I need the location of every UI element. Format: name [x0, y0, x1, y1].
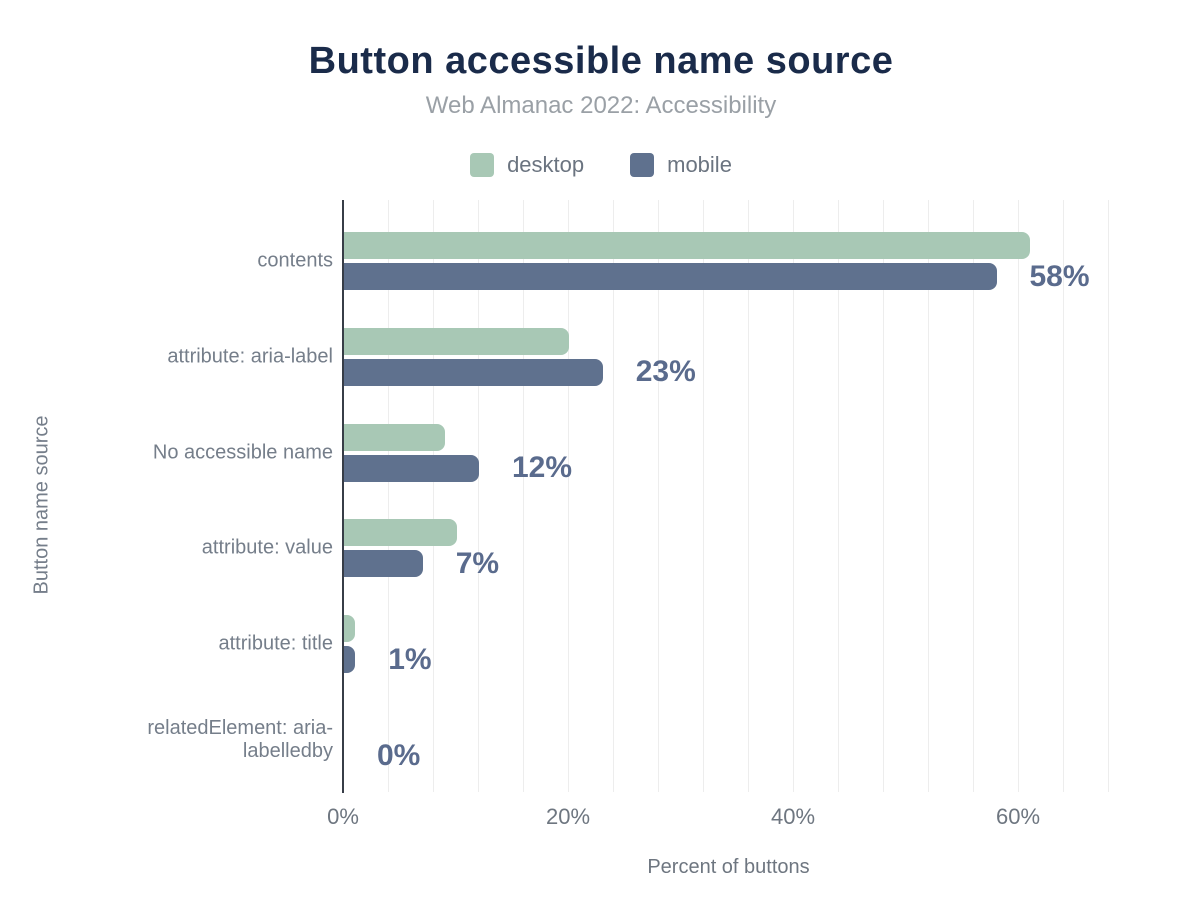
gridline: [1108, 200, 1109, 792]
bar-desktop: [344, 232, 1031, 259]
gridline: [928, 200, 929, 792]
bar-mobile: [344, 646, 356, 674]
bar-value-label: 0%: [377, 738, 421, 772]
category-label: contents: [257, 249, 333, 272]
gridline: [613, 200, 614, 792]
gridline: [568, 200, 569, 792]
bar-mobile: [344, 358, 603, 386]
gridline: [658, 200, 659, 792]
bar-value-label: 12%: [512, 451, 573, 485]
chart-subtitle: Web Almanac 2022: Accessibility: [425, 92, 777, 119]
y-axis-title: Button name source: [30, 415, 53, 595]
x-tick-label: 40%: [770, 804, 816, 829]
category-label: relatedElement: aria-labelledby: [147, 717, 333, 762]
gridline: [793, 200, 794, 792]
legend-label: desktop: [507, 152, 585, 177]
legend-swatch-mobile-icon: [630, 153, 655, 177]
legend-label: mobile: [667, 152, 732, 177]
gridline: [883, 200, 884, 792]
chart-title: Button accessible name source: [308, 40, 894, 82]
gridline: [388, 200, 389, 792]
bar-value-label: 7%: [455, 546, 500, 580]
bar-value-label: 23%: [635, 355, 696, 389]
bar-mobile: [344, 454, 479, 482]
category-label: attribute: value: [201, 536, 333, 559]
gridline: [433, 200, 434, 792]
bar-value-label: 58%: [1029, 259, 1090, 293]
bar-mobile: [344, 550, 423, 578]
bar-value-label: 1%: [388, 642, 432, 676]
bar-desktop: [344, 327, 569, 355]
legend-swatch-desktop-icon: [470, 153, 495, 177]
gridline: [748, 200, 749, 792]
gridline: [703, 200, 704, 792]
gridline: [1063, 200, 1064, 792]
gridline: [478, 200, 479, 792]
bar-desktop: [344, 615, 356, 643]
legend-item-mobile: mobile: [630, 152, 732, 178]
gridline: [1018, 200, 1019, 792]
legend-item-desktop: desktop: [470, 152, 584, 178]
bar-desktop: [344, 423, 446, 451]
gridline: [838, 200, 839, 792]
x-tick-label: 60%: [995, 804, 1041, 829]
category-label: No accessible name: [152, 441, 333, 464]
bar-mobile: [344, 263, 997, 290]
x-tick-label: 20%: [545, 804, 591, 829]
x-axis-title: Percent of buttons: [647, 856, 810, 878]
gridline: [973, 200, 974, 792]
x-tick-label: 0%: [327, 804, 359, 829]
category-label: attribute: aria-label: [167, 345, 333, 368]
legend: desktop mobile: [0, 152, 1202, 178]
gridline: [523, 200, 524, 792]
category-label: attribute: title: [218, 632, 333, 655]
plot-area: [342, 200, 1113, 793]
bar-desktop: [344, 519, 457, 547]
y-axis-line: [342, 200, 344, 793]
